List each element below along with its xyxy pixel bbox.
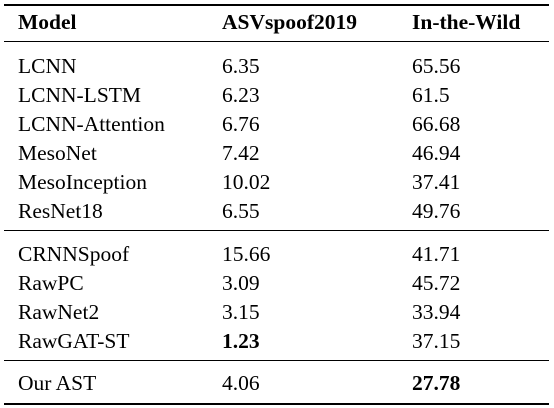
asvspoof2019-value: 6.55 bbox=[222, 199, 260, 223]
table-row: LCNN 6.35 65.56 bbox=[4, 52, 549, 81]
model-name: CRNNSpoof bbox=[18, 242, 130, 266]
in-the-wild-value: 37.15 bbox=[412, 329, 461, 353]
asvspoof2019-value: 6.23 bbox=[222, 83, 260, 107]
header-rule bbox=[4, 41, 549, 42]
model-name: Our AST bbox=[18, 371, 97, 395]
table-row: RawGAT-ST 1.23 37.15 bbox=[4, 327, 549, 356]
table-header-row: Model ASVspoof2019 In-the-Wild bbox=[4, 8, 549, 37]
model-name: RawPC bbox=[18, 271, 84, 295]
asvspoof2019-value: 7.42 bbox=[222, 141, 260, 165]
in-the-wild-value: 45.72 bbox=[412, 271, 461, 295]
in-the-wild-value: 49.76 bbox=[412, 199, 461, 223]
table-row: ResNet18 6.55 49.76 bbox=[4, 197, 549, 226]
table-top-rule bbox=[4, 4, 549, 6]
asvspoof2019-value: 10.02 bbox=[222, 170, 271, 194]
table-row: LCNN-Attention 6.76 66.68 bbox=[4, 110, 549, 139]
in-the-wild-value: 61.5 bbox=[412, 83, 450, 107]
table-row: RawPC 3.09 45.72 bbox=[4, 269, 549, 298]
table-row: CRNNSpoof 15.66 41.71 bbox=[4, 240, 549, 269]
model-name: LCNN bbox=[18, 54, 77, 78]
model-name: LCNN-LSTM bbox=[18, 83, 142, 107]
model-name: RawGAT-ST bbox=[18, 329, 130, 353]
model-name: LCNN-Attention bbox=[18, 112, 165, 136]
in-the-wild-value-best: 27.78 bbox=[412, 371, 461, 395]
asvspoof2019-value-best: 1.23 bbox=[222, 329, 260, 353]
in-the-wild-value: 41.71 bbox=[412, 242, 461, 266]
table-row: LCNN-LSTM 6.23 61.5 bbox=[4, 81, 549, 110]
header-asvspoof2019: ASVspoof2019 bbox=[222, 10, 357, 34]
model-name: ResNet18 bbox=[18, 199, 103, 223]
model-name: RawNet2 bbox=[18, 300, 100, 324]
in-the-wild-value: 66.68 bbox=[412, 112, 461, 136]
asvspoof2019-value: 6.76 bbox=[222, 112, 260, 136]
model-name: MesoNet bbox=[18, 141, 97, 165]
in-the-wild-value: 33.94 bbox=[412, 300, 461, 324]
asvspoof2019-value: 3.15 bbox=[222, 300, 260, 324]
table-row: Our AST 4.06 27.78 bbox=[4, 369, 549, 398]
table-bottom-rule bbox=[4, 403, 549, 405]
table-row: MesoInception 10.02 37.41 bbox=[4, 168, 549, 197]
header-in-the-wild: In-the-Wild bbox=[412, 10, 521, 34]
asvspoof2019-value: 4.06 bbox=[222, 371, 260, 395]
in-the-wild-value: 37.41 bbox=[412, 170, 461, 194]
group-separator-rule bbox=[4, 360, 549, 361]
in-the-wild-value: 65.56 bbox=[412, 54, 461, 78]
header-model: Model bbox=[18, 10, 77, 34]
in-the-wild-value: 46.94 bbox=[412, 141, 461, 165]
asvspoof2019-value: 6.35 bbox=[222, 54, 260, 78]
table-row: MesoNet 7.42 46.94 bbox=[4, 139, 549, 168]
group-separator-rule bbox=[4, 230, 549, 231]
model-name: MesoInception bbox=[18, 170, 147, 194]
asvspoof2019-value: 3.09 bbox=[222, 271, 260, 295]
table-row: RawNet2 3.15 33.94 bbox=[4, 298, 549, 327]
asvspoof2019-value: 15.66 bbox=[222, 242, 271, 266]
